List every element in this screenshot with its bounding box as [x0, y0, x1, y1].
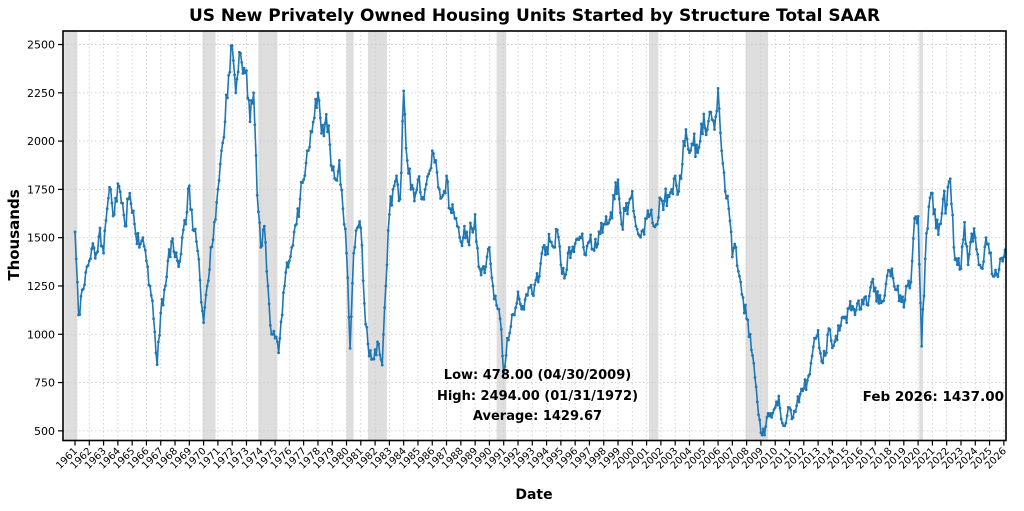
annotation-high: High: 2494.00 (01/31/1972) — [436, 388, 639, 404]
y-tick-label: 1250 — [27, 280, 55, 293]
x-tick-labels: 1961196219631964196519661967196819691970… — [54, 446, 1009, 472]
tick-marks — [58, 43, 1005, 446]
y-tick-label: 750 — [34, 377, 55, 390]
annotation-low: Low: 478.00 (04/30/2009) — [443, 368, 632, 383]
y-axis-label: Thousands — [5, 189, 23, 281]
recession-band — [346, 31, 354, 441]
recession-band — [745, 31, 769, 441]
stats-annotation: Low: 478.00 (04/30/2009) High: 2494.00 (… — [390, 366, 685, 428]
axes-box — [62, 30, 1007, 442]
y-tick-label: 2000 — [27, 135, 55, 148]
y-tick-label: 2500 — [27, 39, 55, 52]
gridlines — [63, 31, 1006, 441]
latest-value-annotation: Feb 2026: 1437.00 — [862, 389, 1004, 405]
chart-title: US New Privately Owned Housing Units Sta… — [188, 6, 881, 26]
recession-band — [919, 31, 923, 441]
recession-band — [258, 31, 278, 441]
recession-band — [649, 31, 659, 441]
y-tick-label: 2250 — [27, 87, 55, 100]
x-axis-label: Date — [515, 487, 553, 503]
y-tick-label: 1750 — [27, 183, 55, 196]
y-tick-labels: 500 750 1000 1250 1500 1750 2000 2250 2500 — [27, 39, 55, 438]
recession-band — [64, 31, 78, 441]
recession-band — [367, 31, 387, 441]
series-markers — [73, 44, 1006, 437]
recession-band — [496, 31, 507, 441]
y-tick-label: 1500 — [27, 232, 55, 245]
annotation-average: Average: 1429.67 — [472, 409, 603, 424]
recession-band — [202, 31, 216, 441]
y-tick-label: 1000 — [27, 328, 55, 341]
y-tick-label: 500 — [34, 425, 55, 438]
